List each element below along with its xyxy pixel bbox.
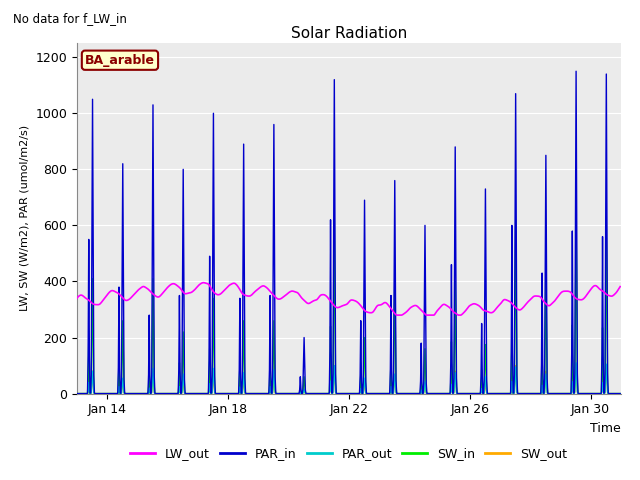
LW_out [271,294,279,300]
PAR_out [572,360,580,366]
PAR_out [381,391,388,396]
Line: LW_out: LW_out [77,283,620,315]
SW_in [300,382,307,388]
Title: Solar Radiation: Solar Radiation [291,25,407,41]
SW_out [271,384,278,389]
PAR_in [616,391,624,396]
LW_out [300,298,308,303]
PAR_out [616,391,624,396]
Y-axis label: LW, SW (W/m2), PAR (umol/m2/s): LW, SW (W/m2), PAR (umol/m2/s) [20,125,29,312]
PAR_out [300,389,307,395]
PAR_out [92,391,100,396]
SW_in [271,354,278,360]
SW_out [512,363,520,369]
PAR_out [512,364,520,370]
PAR_in [381,391,388,396]
LW_out [616,284,624,289]
X-axis label: Time: Time [590,422,621,435]
LW_out [73,295,81,301]
SW_out [572,361,580,367]
PAR_out [73,391,81,396]
SW_out [616,391,624,396]
PAR_in [271,256,278,262]
LW_out [381,300,389,305]
SW_in [73,391,81,396]
PAR_out [271,379,278,384]
PAR_in [300,363,307,369]
SW_out [300,389,307,395]
PAR_in [92,391,100,396]
SW_in [512,217,520,223]
SW_in [572,214,580,220]
LW_out [513,306,521,312]
PAR_in [572,68,580,74]
LW_out [393,312,401,318]
Text: No data for f_LW_in: No data for f_LW_in [13,12,127,25]
Line: SW_in: SW_in [77,217,620,394]
Line: PAR_out: PAR_out [77,363,620,394]
PAR_in [201,391,209,396]
SW_in [381,391,388,396]
SW_in [92,391,100,396]
LW_out [200,280,207,286]
SW_out [73,391,81,396]
PAR_in [512,91,520,96]
LW_out [92,302,100,308]
SW_out [201,391,209,396]
Line: SW_out: SW_out [77,364,620,394]
Line: PAR_in: PAR_in [77,71,620,394]
PAR_out [201,391,209,396]
SW_in [616,391,624,396]
SW_out [92,391,100,396]
Text: BA_arable: BA_arable [85,54,155,67]
PAR_in [73,391,81,396]
SW_in [201,391,209,396]
LW_out [202,280,209,286]
Legend: LW_out, PAR_in, PAR_out, SW_in, SW_out: LW_out, PAR_in, PAR_out, SW_in, SW_out [125,442,572,465]
SW_out [381,391,388,396]
